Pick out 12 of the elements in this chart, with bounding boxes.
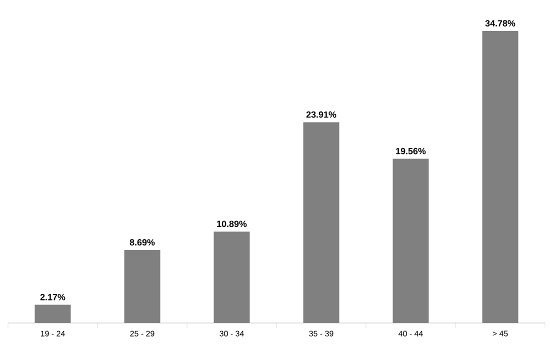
bar: [34, 304, 71, 323]
bar: [214, 232, 250, 323]
bar: [392, 158, 429, 323]
bar: [482, 30, 518, 323]
bar: [124, 250, 160, 323]
bar: [303, 122, 340, 323]
data-label: 34.78%: [485, 20, 516, 26]
data-label: 8.69%: [130, 239, 155, 246]
data-label: 19.56%: [396, 148, 426, 154]
data-label: 10.89%: [217, 220, 247, 228]
data-label: 23.91%: [306, 111, 336, 118]
data-label: 2.17%: [40, 294, 66, 300]
